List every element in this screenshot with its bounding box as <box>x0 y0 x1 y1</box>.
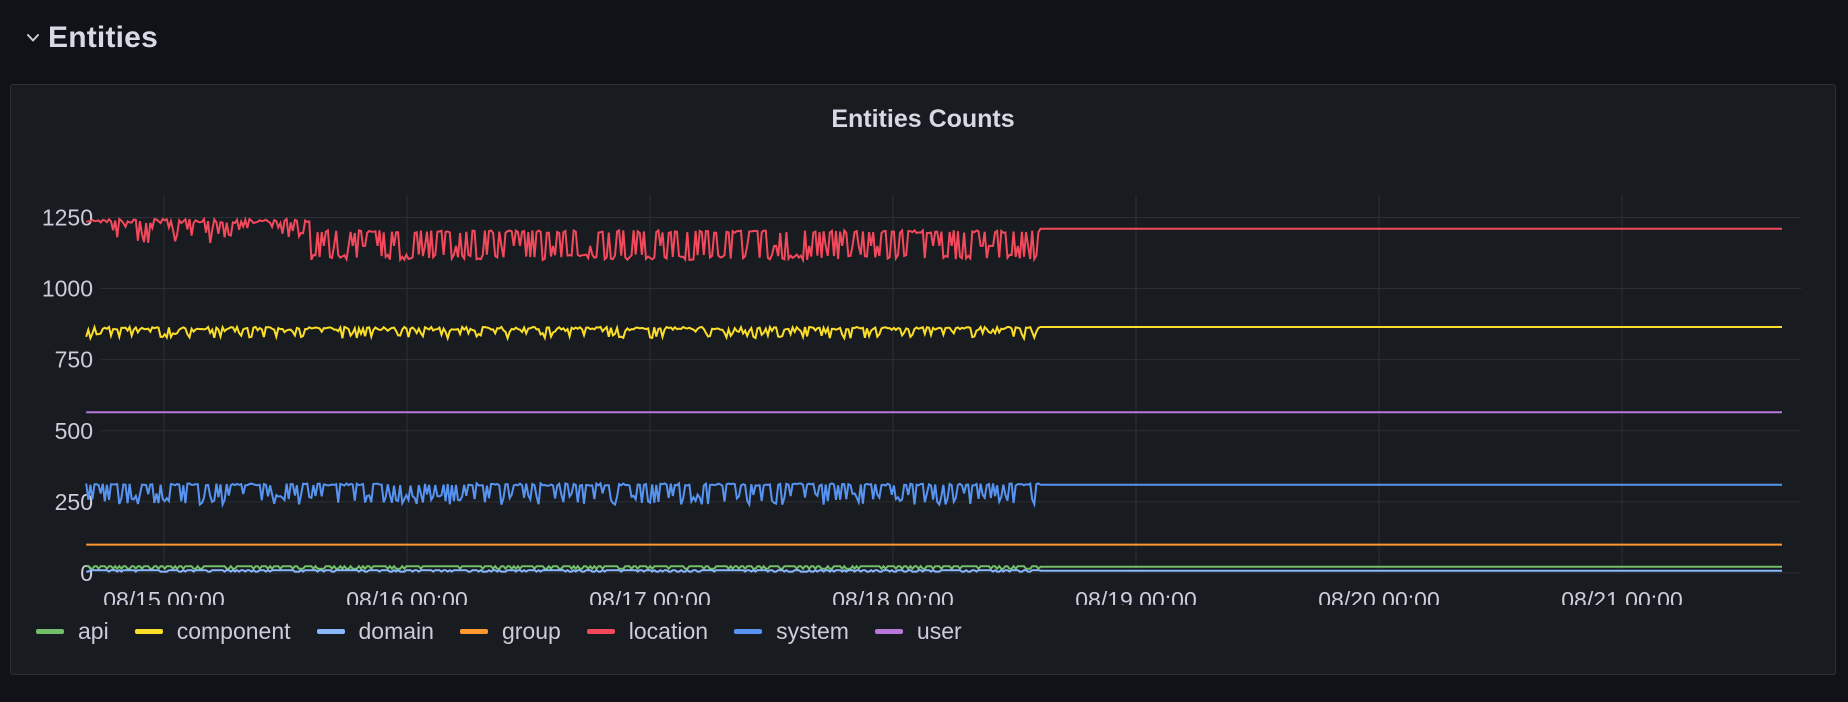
y-tick-label: 500 <box>55 418 93 444</box>
legend-swatch <box>874 628 903 634</box>
x-tick-label: 08/20 00:00 <box>1318 587 1440 605</box>
row-header-entities[interactable]: Entities <box>26 18 158 58</box>
series-line-component[interactable] <box>85 324 1782 342</box>
series-line-api[interactable] <box>86 564 1782 571</box>
y-tick-label: 0 <box>80 560 93 586</box>
legend-label: user <box>916 617 962 644</box>
legend-swatch <box>134 628 163 634</box>
y-tick-label: 750 <box>55 347 93 373</box>
legend-item-location[interactable]: location <box>586 617 709 645</box>
legend-swatch <box>316 628 345 634</box>
legend-item-api[interactable]: api <box>36 618 109 645</box>
x-tick-label: 08/18 00:00 <box>832 587 954 605</box>
legend-item-user[interactable]: user <box>874 617 962 645</box>
chevron-down-icon <box>26 31 40 45</box>
legend-swatch <box>586 628 615 634</box>
series-line-domain[interactable] <box>86 568 1782 573</box>
legend-item-group[interactable]: group <box>459 617 561 645</box>
row-title: Entities <box>48 21 158 54</box>
legend-item-system[interactable]: system <box>734 618 849 645</box>
legend-label: component <box>176 617 291 644</box>
x-tick-label: 08/16 00:00 <box>346 587 468 605</box>
legend-label: domain <box>358 617 434 644</box>
panel-entities-counts[interactable]: Entities Counts 0 250 500 750 1000 1250 08/15 … <box>10 84 1836 675</box>
y-tick-label: 1000 <box>42 276 93 302</box>
y-tick-label: 1250 <box>42 204 93 230</box>
legend-item-component[interactable]: component <box>134 617 291 645</box>
legend-swatch <box>36 628 64 634</box>
legend: api component domain group location system use… <box>36 614 962 648</box>
legend-label: location <box>628 617 709 644</box>
series-line-system[interactable] <box>85 481 1782 509</box>
x-tick-label: 08/15 00:00 <box>103 587 225 605</box>
legend-swatch <box>734 628 763 634</box>
x-tick-label: 08/21 00:00 <box>1561 587 1683 605</box>
legend-swatch <box>459 628 488 634</box>
legend-label: group <box>501 617 561 644</box>
series-line-location[interactable] <box>85 215 1782 264</box>
panel-title[interactable]: Entities Counts <box>831 105 1015 133</box>
x-tick-label: 08/17 00:00 <box>589 587 711 605</box>
legend-item-domain[interactable]: domain <box>316 617 434 645</box>
x-tick-label: 08/19 00:00 <box>1075 587 1197 605</box>
legend-label: system <box>776 617 849 644</box>
legend-label: api <box>78 617 109 644</box>
